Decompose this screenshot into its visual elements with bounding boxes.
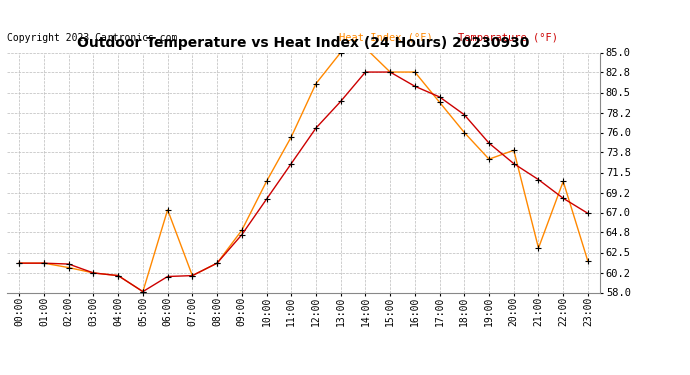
- Text: Heat Index (°F): Heat Index (°F): [339, 33, 433, 43]
- Text: Temperature (°F): Temperature (°F): [458, 33, 558, 43]
- Title: Outdoor Temperature vs Heat Index (24 Hours) 20230930: Outdoor Temperature vs Heat Index (24 Ho…: [77, 36, 530, 50]
- Text: Copyright 2023 Cartronics.com: Copyright 2023 Cartronics.com: [7, 33, 177, 43]
